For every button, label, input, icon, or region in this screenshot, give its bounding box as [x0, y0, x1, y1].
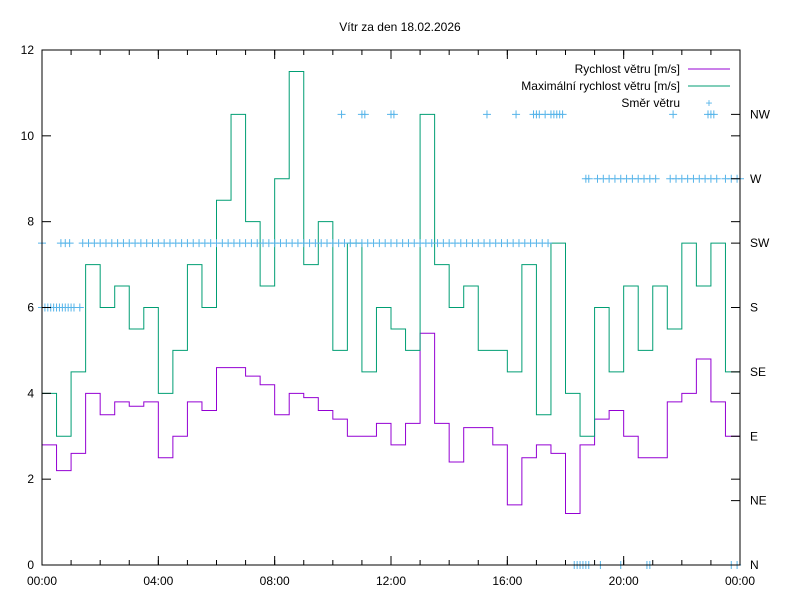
y-tick-label: 12: [21, 43, 35, 57]
y2-tick-label: E: [750, 429, 758, 443]
x-tick-label: 04:00: [143, 574, 173, 588]
direction-marker: [712, 174, 721, 183]
y2-tick-label: SW: [750, 236, 770, 250]
y-tick-label: 0: [27, 558, 34, 572]
y2-tick-label: S: [750, 301, 758, 315]
series-line-max-speed: [42, 70, 741, 437]
chart-title: Vítr za den 18.02.2026: [339, 20, 461, 34]
direction-marker: [389, 110, 398, 119]
y2-tick-label: NE: [750, 494, 767, 508]
x-tick-label: 00:00: [725, 574, 755, 588]
legend-label-max-speed: Maximální rychlost větru [m/s]: [521, 79, 680, 93]
direction-marker: [558, 110, 567, 119]
direction-marker: [544, 239, 553, 248]
y-tick-label: 10: [21, 129, 35, 143]
y2-tick-label: N: [750, 558, 759, 572]
y-tick-label: 2: [27, 472, 34, 486]
direction-marker: [75, 303, 84, 312]
legend-label-direction: Směr větru: [621, 96, 680, 110]
y2-tick-label: NW: [750, 107, 771, 121]
legend: Rychlost větru [m/s] Maximální rychlost …: [521, 62, 730, 110]
direction-marker: [65, 239, 74, 248]
direction-marker: [669, 110, 678, 119]
direction-marker: [337, 110, 346, 119]
y-tick-label: 8: [27, 215, 34, 229]
x-tick-label: 08:00: [260, 574, 290, 588]
x-tick-label: 12:00: [376, 574, 406, 588]
y-tick-label: 4: [27, 386, 34, 400]
y2-tick-label: SE: [750, 365, 766, 379]
x-tick-label: 00:00: [27, 574, 57, 588]
legend-label-speed: Rychlost větru [m/s]: [575, 62, 680, 76]
legend-marker-direction: +: [705, 96, 712, 110]
direction-marker: [360, 110, 369, 119]
direction-marker: [709, 110, 718, 119]
x-tick-label: 16:00: [492, 574, 522, 588]
y2-tick-label: W: [750, 172, 762, 186]
direction-marker: [651, 174, 660, 183]
direction-marker: [482, 110, 491, 119]
direction-marker: [512, 110, 521, 119]
series-line-speed: [42, 332, 741, 514]
x-tick-label: 20:00: [609, 574, 639, 588]
y-tick-label: 6: [27, 301, 34, 315]
direction-marker: [584, 174, 593, 183]
